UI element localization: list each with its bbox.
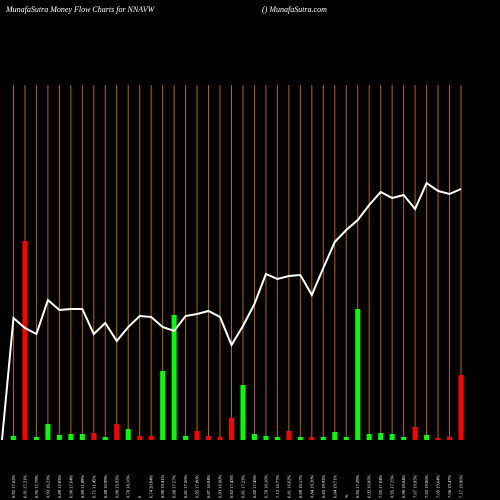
- x-tick-label: 6.83 19.92%: [321, 474, 326, 498]
- bar: [251, 434, 257, 440]
- bar: [206, 436, 212, 440]
- bar: [458, 375, 464, 440]
- x-tick-label: 6.93 16.23%: [45, 474, 50, 498]
- x-tick-label: 6.89 12.83%: [57, 474, 62, 498]
- x-tick-label: 6.93 16.60%: [218, 474, 223, 498]
- x-tick-label: 6.78 18.16%: [263, 474, 268, 498]
- x-tick-label: 6.95 17.15%: [390, 474, 395, 498]
- x-tick-label: 6.95 17.29%: [355, 474, 360, 498]
- bar: [412, 427, 418, 440]
- x-tick-label: 6.70 18.16%: [126, 474, 131, 498]
- bar: [424, 435, 430, 440]
- x-tick-label: 6.92 17.62%: [11, 474, 16, 498]
- bar: [240, 385, 246, 440]
- bar: [343, 437, 349, 440]
- x-tick-label: 6.82 17.45%: [252, 474, 257, 498]
- bar: [229, 418, 234, 440]
- x-tick-label: 6.89 11.89%: [80, 475, 85, 498]
- bar: [389, 434, 395, 440]
- bar: [114, 424, 120, 440]
- x-tick-label: %: [344, 494, 349, 498]
- x-tick-label: 6.81 16.62%: [286, 474, 291, 498]
- x-tick-label: 6.89 10.99%: [103, 474, 108, 498]
- x-tick-label: 7.02 19.86%: [424, 474, 429, 498]
- x-tick-label: 6.88 17.57%: [172, 474, 177, 498]
- bar: [56, 435, 62, 440]
- x-tick-label: 7.12 16.77%: [275, 474, 280, 498]
- x-tick-label: 6.81 17.26%: [183, 474, 188, 498]
- x-tick-label: 6.87 16.04%: [206, 474, 211, 498]
- bar: [274, 437, 280, 440]
- x-tick-label: 6.81 17.23%: [240, 474, 245, 498]
- bar: [171, 315, 177, 440]
- x-tick-label: 6.89 18.17%: [298, 474, 303, 498]
- bar: [332, 432, 338, 440]
- bar: [79, 434, 85, 440]
- x-tick-label: 6.90 17.04%: [68, 474, 73, 498]
- x-tick-label: 6.74 20.94%: [149, 474, 154, 498]
- x-tick-label: 7.07 19.95%: [413, 474, 418, 498]
- bar: [378, 433, 384, 440]
- bar: [33, 437, 39, 440]
- chart-subtitle: () MunafaSutra.com: [262, 5, 327, 14]
- bar: [137, 436, 143, 440]
- x-tick-label: 6.92 16.85%: [367, 474, 372, 498]
- bar: [401, 437, 407, 440]
- bar: [286, 431, 292, 440]
- x-tick-label: 7.05 17.04%: [378, 474, 383, 498]
- bar: [125, 429, 131, 440]
- bar: [309, 437, 315, 440]
- bar: [447, 437, 453, 440]
- bar: [10, 436, 16, 440]
- x-tick-label: 6.82 17.43%: [229, 474, 234, 498]
- bar: [217, 437, 223, 440]
- bar: [435, 438, 441, 440]
- x-tick-label: 7.05 19.64%: [436, 474, 441, 498]
- bar: [148, 436, 154, 440]
- money-flow-line: [1, 181, 462, 441]
- x-tick-label: 6: [137, 495, 142, 498]
- x-tick-label: 7.06 19.47%: [447, 474, 452, 498]
- bar: [22, 241, 28, 440]
- chart-title: MunafaSutra Money Flow Charts for NNAVW: [5, 5, 156, 14]
- bar: [45, 424, 51, 440]
- x-tick-label: 6.90 19.41%: [160, 474, 165, 498]
- bar: [160, 371, 166, 440]
- x-tick-label: 6.90 15.92%: [114, 474, 119, 498]
- bar: [183, 436, 189, 440]
- bar: [194, 431, 200, 440]
- bar: [366, 434, 372, 440]
- bar: [68, 434, 74, 440]
- x-tick-label: 6.95 17.80%: [195, 474, 200, 498]
- x-tick-label: 6.84 19.20%: [309, 474, 314, 498]
- x-tick-label: 6.71 11.45%: [91, 475, 96, 498]
- x-tick-label: 6.90 19.64%: [401, 474, 406, 498]
- bar: [102, 437, 108, 440]
- bar: [355, 309, 361, 440]
- x-tick-label: 6.91 17.21%: [22, 474, 27, 498]
- bar: [91, 433, 97, 440]
- x-tick-label: 7.17 19.96%: [459, 474, 464, 498]
- bar: [263, 436, 269, 440]
- x-tick-label: 6.95 17.79%: [34, 474, 39, 498]
- bar: [297, 437, 303, 440]
- x-tick-label: 6.84 19.71%: [332, 474, 337, 498]
- bar: [320, 437, 326, 440]
